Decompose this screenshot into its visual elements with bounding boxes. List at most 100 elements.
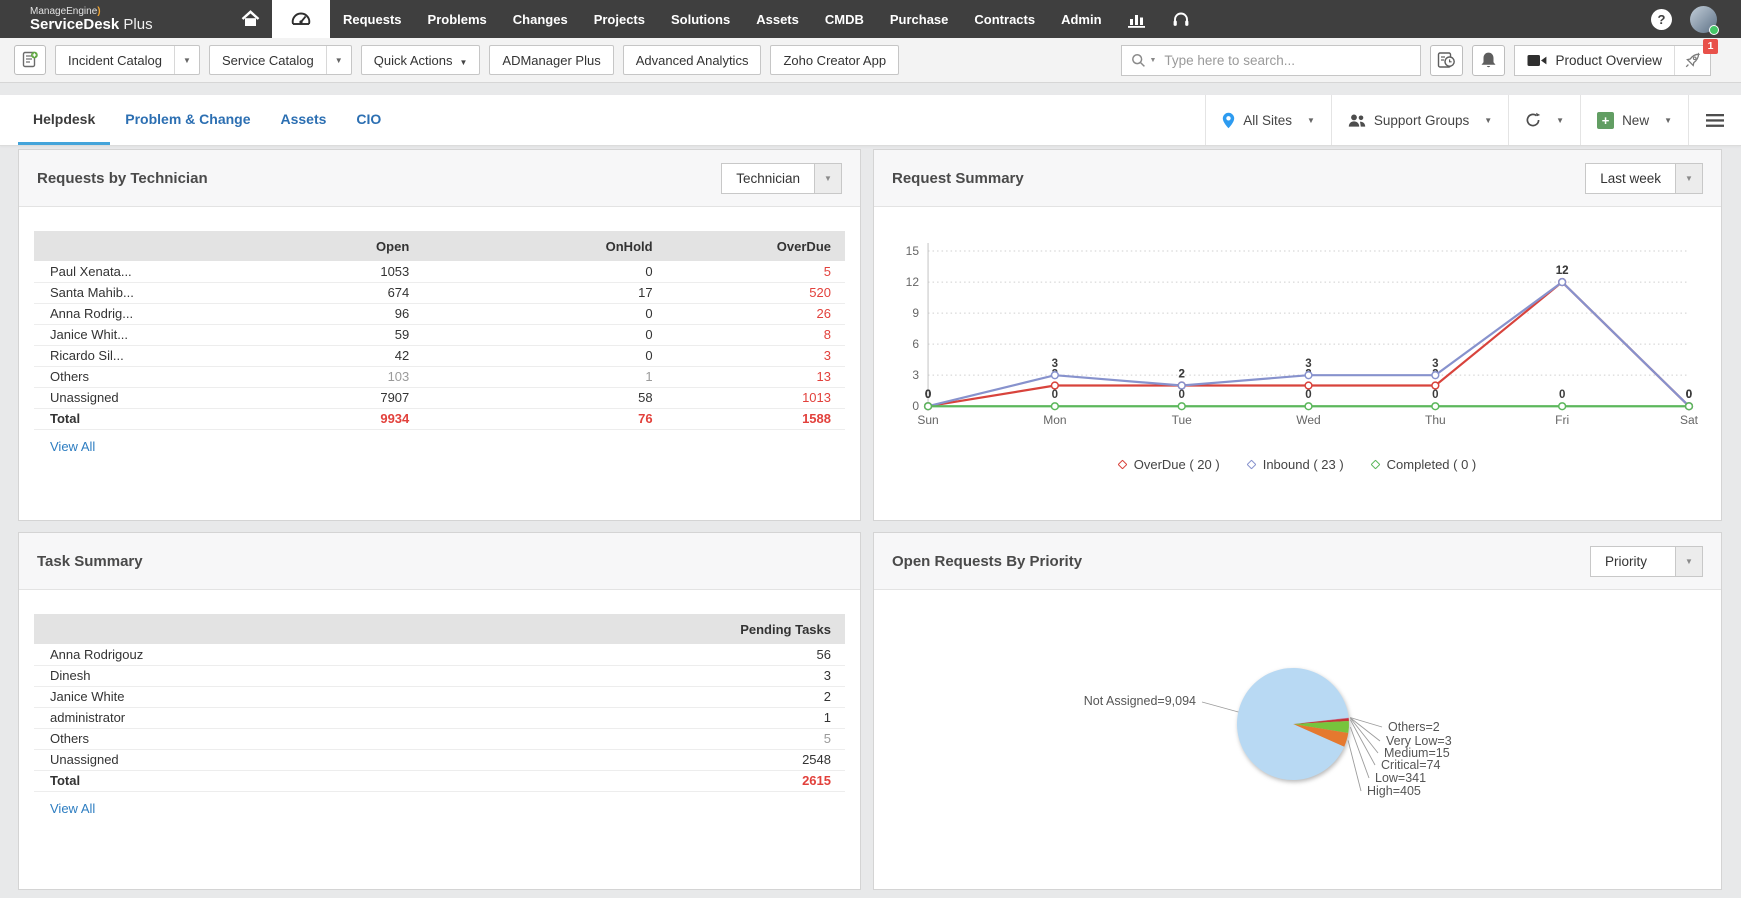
top-menu-item-assets[interactable]: Assets xyxy=(756,11,799,27)
table-row: Unassigned 2548 xyxy=(34,749,845,771)
table-row: Janice White 2 xyxy=(34,686,845,708)
product-overview-button[interactable]: Product Overview xyxy=(1515,53,1674,68)
quick-actions-dropdown[interactable]: Quick Actions ▼ xyxy=(360,45,481,75)
pie-callout-label: Not Assigned=9,094 xyxy=(1084,694,1196,708)
svg-text:0: 0 xyxy=(1178,389,1184,401)
svg-text:Mon: Mon xyxy=(1043,413,1066,427)
svg-text:0: 0 xyxy=(925,389,931,401)
panel-title: Request Summary xyxy=(892,169,1024,187)
zoho-creator-app-button[interactable]: Zoho Creator App xyxy=(770,45,900,75)
svg-text:12: 12 xyxy=(1556,265,1569,277)
hamburger-icon xyxy=(1706,113,1724,127)
table-row: Others 5 xyxy=(34,728,845,750)
new-request-button[interactable] xyxy=(14,45,46,75)
all-sites-dropdown[interactable]: All Sites ▼ xyxy=(1205,95,1331,145)
chevron-down-icon: ▼ xyxy=(1556,115,1565,125)
open-requests-by-priority-panel: Open Requests By Priority Priority ▼ Oth… xyxy=(873,532,1722,890)
svg-text:0: 0 xyxy=(925,389,931,401)
svg-text:0: 0 xyxy=(1305,389,1311,401)
product-overview-group: Product Overview 1 xyxy=(1514,38,1718,76)
requests-by-technician-table: Open OnHold OverDue Paul Xenata... 1053 … xyxy=(34,231,845,430)
top-menu-item-admin[interactable]: Admin xyxy=(1061,11,1102,27)
logo-manageengine: ManageEngine xyxy=(30,5,98,17)
table-total-row: Total 9934 76 1588 xyxy=(34,408,845,430)
pie-callout-label: Very Low=3 xyxy=(1386,734,1452,748)
top-menu-item-problems[interactable]: Problems xyxy=(427,11,487,27)
logo-swoosh-icon: ) xyxy=(97,5,101,17)
top-menu-item-requests[interactable]: Requests xyxy=(343,11,402,27)
bar-chart-icon xyxy=(1128,14,1146,28)
search-scope-chevron-icon[interactable]: ▼ xyxy=(1149,56,1157,64)
legend-item-inbound[interactable]: Inbound ( 23 ) xyxy=(1246,457,1344,472)
top-menu-item-purchase[interactable]: Purchase xyxy=(889,11,949,27)
view-all-link[interactable]: View All xyxy=(50,438,96,454)
legend-item-completed[interactable]: Completed ( 0 ) xyxy=(1370,457,1476,472)
table-row: Unassigned 7907 58 1013 xyxy=(34,387,845,409)
tab-cio[interactable]: CIO xyxy=(356,110,382,127)
tab-assets[interactable]: Assets xyxy=(280,110,327,127)
svg-text:Wed: Wed xyxy=(1296,413,1320,427)
chevron-down-icon: ▼ xyxy=(814,163,841,193)
dashboard-content: Requests by Technician Technician ▼ Open… xyxy=(0,146,1741,890)
service-catalog-dropdown[interactable]: Service Catalog ▼ xyxy=(208,45,352,75)
svg-text:15: 15 xyxy=(906,244,920,258)
logo-product-light: Plus xyxy=(123,15,153,33)
tab-helpdesk[interactable]: Helpdesk xyxy=(18,95,111,145)
incident-catalog-dropdown[interactable]: Incident Catalog ▼ xyxy=(55,45,200,75)
advanced-analytics-button[interactable]: Advanced Analytics xyxy=(622,45,762,75)
top-menu-item-cmdb[interactable]: CMDB xyxy=(824,11,864,27)
svg-text:0: 0 xyxy=(912,399,919,413)
tab-problem-change[interactable]: Problem & Change xyxy=(125,110,251,127)
dashboard-tab[interactable] xyxy=(272,0,330,38)
plus-icon: + xyxy=(1597,111,1615,129)
search-input[interactable] xyxy=(1164,52,1412,68)
legend-item-overdue[interactable]: OverDue ( 20 ) xyxy=(1117,457,1220,472)
logo[interactable]: ManageEngine) ServiceDesk Plus xyxy=(0,0,228,38)
avatar[interactable] xyxy=(1690,5,1719,35)
request-summary-line-chart: 03691215SunMonTueWedThuFriSat02222120032… xyxy=(906,243,1699,427)
location-pin-icon xyxy=(1223,112,1235,128)
table-row: Ricardo Sil... 42 0 3 xyxy=(34,345,845,367)
view-all-link[interactable]: View All xyxy=(50,800,96,816)
refresh-icon xyxy=(1526,112,1541,127)
top-menu-item-solutions[interactable]: Solutions xyxy=(671,11,731,27)
admanager-plus-button[interactable]: ADManager Plus xyxy=(489,45,614,75)
top-menu-item-contracts[interactable]: Contracts xyxy=(974,11,1036,27)
svg-text:0: 0 xyxy=(1432,389,1438,401)
task-summary-panel: Task Summary Pending Tasks Anna Rodrigou… xyxy=(18,532,861,890)
chevron-down-icon: ▼ xyxy=(1675,163,1702,193)
pie-callout-label: High=405 xyxy=(1367,784,1421,798)
refresh-dropdown[interactable]: ▼ xyxy=(1508,95,1580,145)
top-menu-item-projects[interactable]: Projects xyxy=(593,11,645,27)
scheduled-tasks-button[interactable] xyxy=(1430,44,1464,76)
svg-text:0: 0 xyxy=(1052,389,1058,401)
menu-button[interactable] xyxy=(1688,95,1741,145)
home-button[interactable] xyxy=(228,0,272,38)
support-button[interactable] xyxy=(1159,0,1203,38)
chart-legend: OverDue ( 20 ) Inbound ( 23 ) Completed … xyxy=(888,457,1707,472)
technician-filter-dropdown[interactable]: Technician ▼ xyxy=(721,162,842,194)
support-groups-dropdown[interactable]: Support Groups ▼ xyxy=(1330,95,1508,145)
headset-icon xyxy=(1173,12,1188,26)
svg-text:12: 12 xyxy=(1556,265,1569,277)
pie-callout-label: Others=2 xyxy=(1388,720,1440,734)
svg-text:Thu: Thu xyxy=(1425,413,1446,427)
new-document-icon xyxy=(22,51,38,68)
svg-text:12: 12 xyxy=(906,275,920,289)
global-search[interactable]: ▼ xyxy=(1121,44,1422,76)
top-navigation: ManageEngine) ServiceDesk Plus Requests P… xyxy=(0,0,1741,38)
priority-filter-dropdown[interactable]: Priority ▼ xyxy=(1590,545,1703,577)
new-dropdown[interactable]: + New ▼ xyxy=(1580,95,1688,145)
online-status-dot xyxy=(1709,24,1719,35)
period-filter-dropdown[interactable]: Last week ▼ xyxy=(1585,162,1703,194)
table-row: Janice Whit... 59 0 8 xyxy=(34,324,845,346)
group-icon xyxy=(1348,114,1366,127)
top-menu-item-changes[interactable]: Changes xyxy=(512,11,568,27)
pie-callout-label: Medium=15 xyxy=(1384,746,1450,760)
notifications-button[interactable] xyxy=(1472,44,1506,76)
help-button[interactable]: ? xyxy=(1651,8,1672,30)
column-header-open: Open xyxy=(293,231,424,261)
reports-button[interactable] xyxy=(1115,0,1159,38)
svg-text:3: 3 xyxy=(1305,358,1311,370)
whats-new-button[interactable] xyxy=(1674,45,1710,75)
